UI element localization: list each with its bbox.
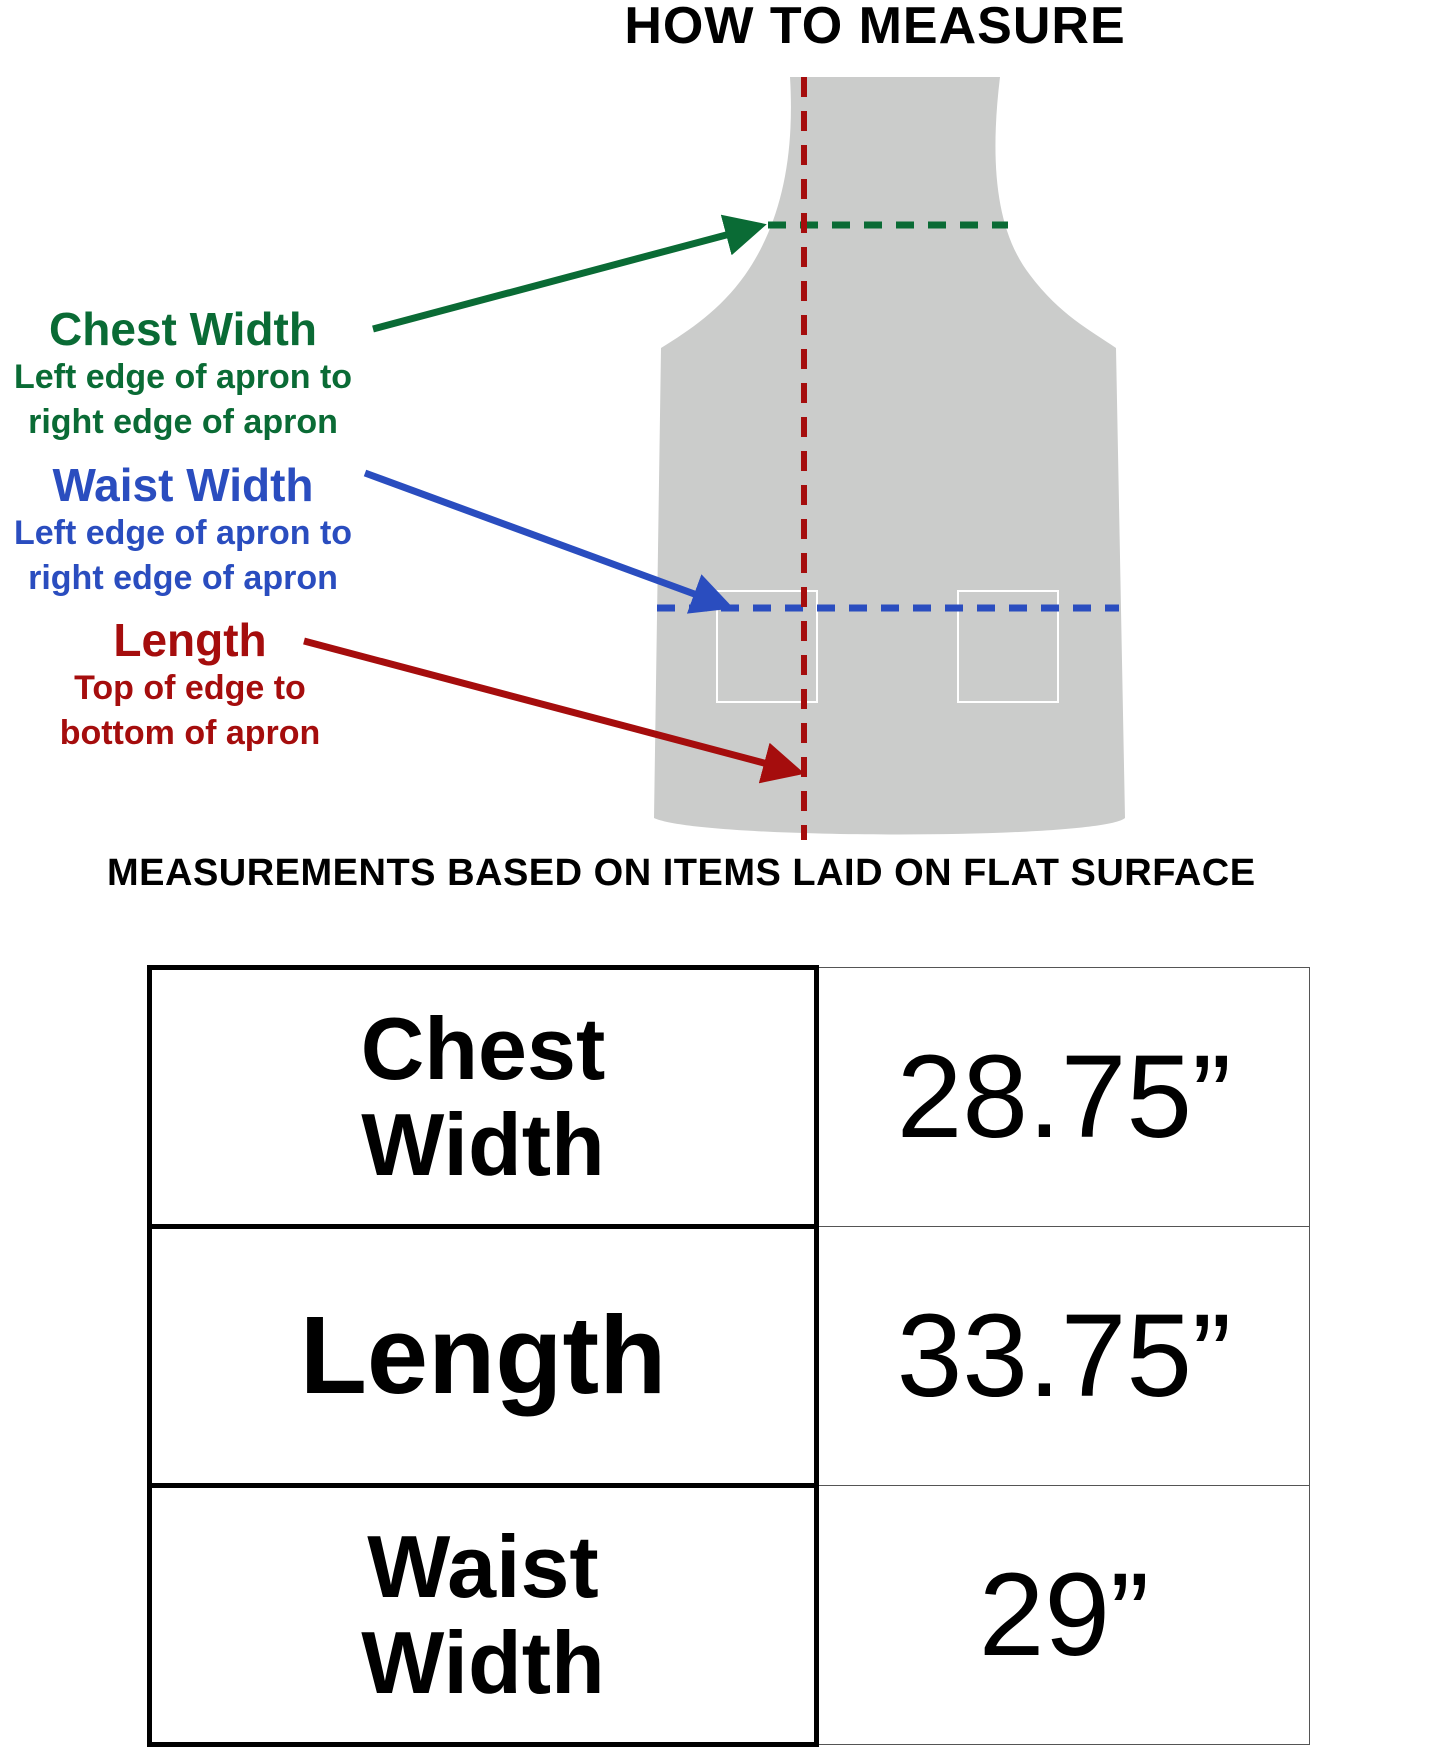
length-heading: Length [113,614,267,666]
waist-heading: Waist Width [52,459,314,511]
row-value: 28.75” [816,967,1310,1227]
row-label: Chest Width [147,965,819,1229]
waist-label: Waist Width Left edge of apron to right … [0,459,378,601]
measurement-note: MEASUREMENTS BASED ON ITEMS LAID ON FLAT… [107,852,1256,894]
chest-desc-1: Left edge of apron to [13,358,353,396]
waist-arrow [363,469,734,614]
waist-desc-2: right edge of apron [28,559,338,597]
length-arrow [303,637,805,784]
table-row: Waist Width 29” [147,1483,1310,1747]
table-row: Chest Width 28.75” [147,965,1310,1229]
page-title: HOW TO MEASURE [624,0,1126,55]
measurements-table: Chest Width 28.75” Length 33.75” Waist W… [147,965,1310,1747]
right-pocket [957,590,1059,703]
chest-desc-2: right edge of apron [28,403,338,441]
chest-arrow [372,214,767,333]
row-value: 33.75” [816,1226,1310,1486]
length-label: Length Top of edge to bottom of apron [0,614,385,756]
row-label: Waist Width [147,1483,819,1747]
chest-label: Chest Width Left edge of apron to right … [0,303,378,445]
length-desc-1: Top of edge to [74,669,306,707]
left-pocket [716,590,818,703]
apron-shape [654,77,1125,835]
chest-heading: Chest Width [49,303,317,355]
row-value: 29” [816,1485,1310,1745]
waist-desc-1: Left edge of apron to [13,514,353,552]
length-desc-2: bottom of apron [59,714,321,752]
table-row: Length 33.75” [147,1224,1310,1488]
row-label: Length [147,1224,819,1488]
